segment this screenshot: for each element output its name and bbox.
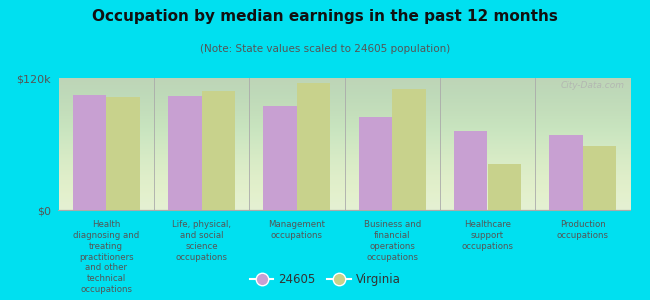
Text: Occupation by median earnings in the past 12 months: Occupation by median earnings in the pas… — [92, 9, 558, 24]
Text: City-Data.com: City-Data.com — [561, 81, 625, 90]
Legend: 24605, Virginia: 24605, Virginia — [245, 269, 405, 291]
Bar — [73, 94, 106, 210]
Bar — [297, 83, 330, 210]
Bar — [359, 116, 392, 210]
Bar — [583, 146, 616, 210]
Bar — [488, 164, 521, 210]
Text: (Note: State values scaled to 24605 population): (Note: State values scaled to 24605 popu… — [200, 44, 450, 53]
Bar — [168, 96, 202, 210]
Bar — [202, 91, 235, 210]
Bar — [263, 106, 297, 210]
Bar — [392, 89, 426, 210]
Bar — [549, 135, 583, 210]
Bar — [106, 97, 140, 210]
Bar — [454, 131, 488, 210]
